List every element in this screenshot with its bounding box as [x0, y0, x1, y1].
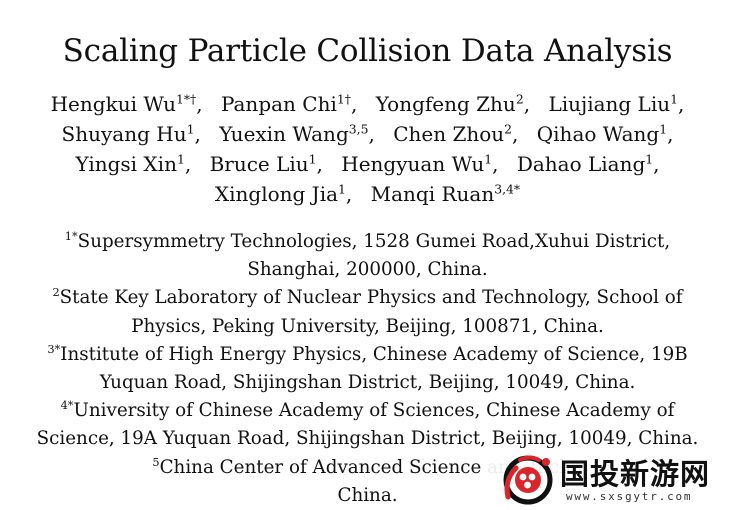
watermark-site-url: www.sxsgytr.com: [566, 490, 693, 503]
author-line-4: Xinglong Jia1, Manqi Ruan3,4*: [0, 179, 735, 209]
affiliation-2-line-1: 2State Key Laboratory of Nuclear Physics…: [52, 285, 683, 309]
affiliation-list: 1*Supersymmetry Technologies, 1528 Gumei…: [0, 228, 735, 510]
author-qihao-wang: Qihao Wang1,: [536, 121, 674, 146]
author-hengyuan-wu: Hengyuan Wu1,: [341, 151, 499, 176]
site-watermark: 国投新游网 www.sxsgytr.com: [486, 448, 735, 510]
affiliation-1-line-1: 1*Supersymmetry Technologies, 1528 Gumei…: [64, 228, 671, 252]
affiliation-2-line-2: Physics, Peking University, Beijing, 100…: [131, 315, 604, 337]
watermark-logo-icon: [503, 455, 553, 505]
affiliation-5-mark: 5: [152, 454, 160, 469]
author-chen-zhou: Chen Zhou2,: [393, 121, 519, 146]
affiliation-1-mark: 1*: [64, 228, 78, 243]
author-line-3: Yingsi Xin1, Bruce Liu1, Hengyuan Wu1, D…: [0, 149, 735, 179]
author-liujiang-liu: Liujiang Liu1,: [548, 91, 685, 116]
author-bruce-liu: Bruce Liu1,: [209, 151, 323, 176]
affiliation-4-mark: 4*: [60, 398, 74, 413]
author-list: Hengkui Wu1*†, Panpan Chi1†, Yongfeng Zh…: [0, 89, 735, 209]
author-shuyang-hu: Shuyang Hu1,: [61, 121, 201, 146]
paper-title: Scaling Particle Collision Data Analysis: [62, 32, 673, 69]
affiliation-4-line-2: Science, 19A Yuquan Road, Shijingshan Di…: [36, 428, 699, 450]
affiliation-5-line-2: China.: [337, 484, 398, 506]
author-manqi-ruan: Manqi Ruan3,4*: [370, 181, 521, 206]
author-xinglong-jia: Xinglong Jia1,: [214, 181, 353, 206]
author-dahao-liang: Dahao Liang1,: [516, 151, 660, 176]
author-hengkui-wu: Hengkui Wu1*†,: [50, 91, 203, 116]
affiliation-4-line-1: 4*University of Chinese Academy of Scien…: [60, 398, 675, 422]
author-yongfeng-zhu: Yongfeng Zhu2,: [375, 91, 531, 116]
affiliation-3-mark: 3*: [47, 341, 61, 356]
author-panpan-chi: Panpan Chi1†,: [220, 91, 358, 116]
author-line-2: Shuyang Hu1, Yuexin Wang3,5, Chen Zhou2,…: [0, 119, 735, 149]
affiliation-2-mark: 2: [52, 285, 60, 300]
author-yingsi-xin: Yingsi Xin1,: [75, 151, 192, 176]
author-yuexin-wang: Yuexin Wang3,5,: [219, 121, 375, 146]
affiliation-3-line-1: 3*Institute of High Energy Physics, Chin…: [47, 341, 688, 365]
watermark-site-name: 国投新游网: [560, 457, 711, 491]
affiliation-1-line-2: Shanghai, 200000, China.: [247, 259, 488, 281]
affiliation-3-line-2: Yuquan Road, Shijingshan District, Beiji…: [99, 372, 636, 394]
affiliation-5-line-1: 5China Center of Advanced Science and Te…: [152, 454, 583, 478]
author-line-1: Hengkui Wu1*†, Panpan Chi1†, Yongfeng Zh…: [0, 89, 735, 119]
